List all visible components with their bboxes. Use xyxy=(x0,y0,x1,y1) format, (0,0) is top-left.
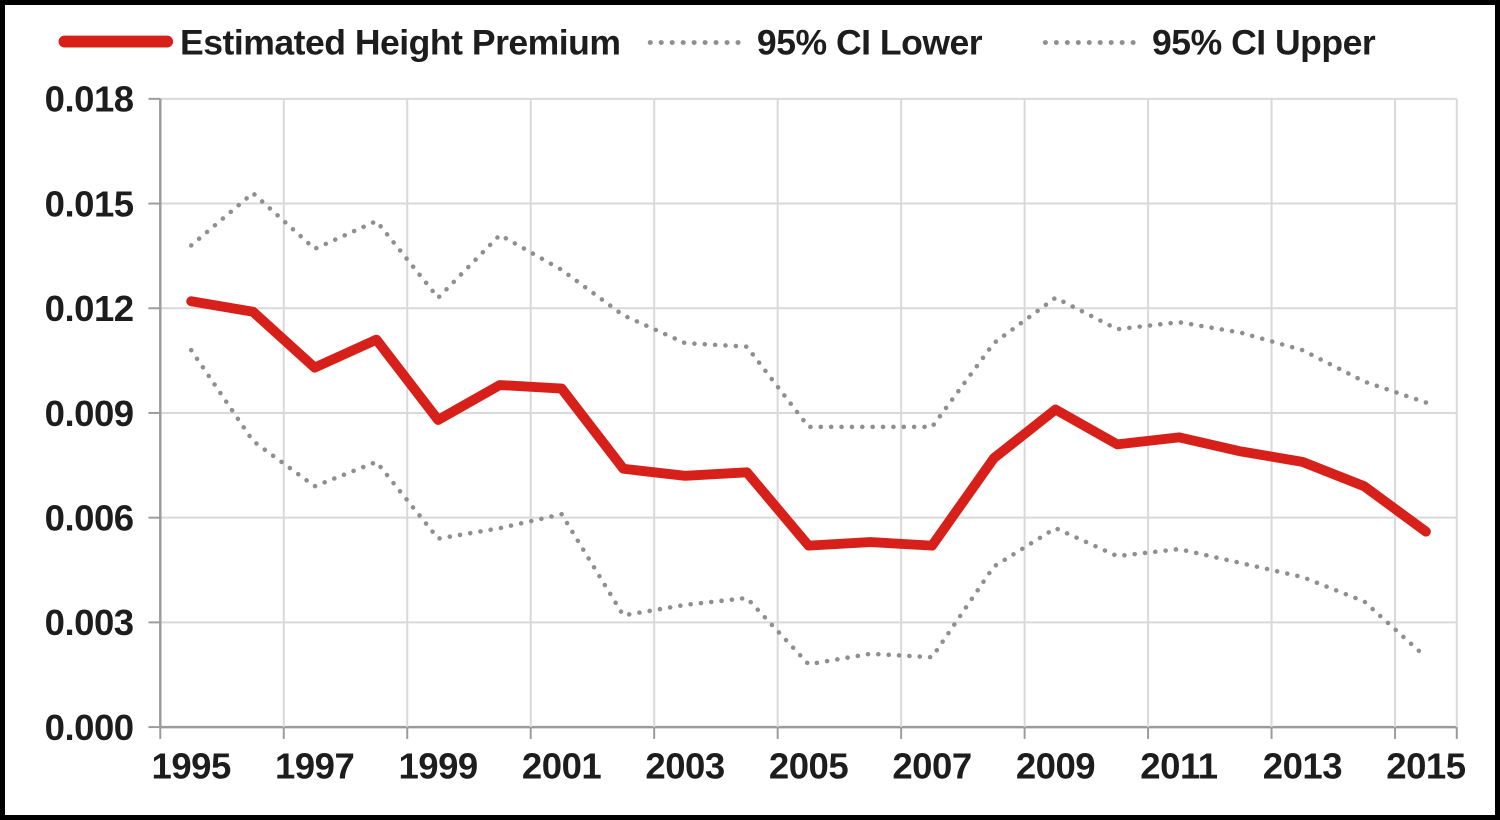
y-tick-label: 0.000 xyxy=(45,707,134,748)
grid-layer xyxy=(148,97,1458,739)
x-tick-label: 2013 xyxy=(1263,745,1342,786)
legend-label-estimated-height-premium: Estimated Height Premium xyxy=(180,22,620,62)
x-tick-label: 2015 xyxy=(1386,745,1465,786)
y-tick-label: 0.015 xyxy=(45,183,134,224)
series-95-ci-upper xyxy=(188,190,1429,430)
legend-label-ci-upper: 95% CI Upper xyxy=(1152,22,1376,62)
y-tick-label: 0.012 xyxy=(45,288,134,329)
series-95-ci-lower xyxy=(188,347,1429,667)
series-estimated-height-premium xyxy=(186,296,1431,551)
x-tick-label: 1999 xyxy=(398,745,477,786)
y-tick-label: 0.003 xyxy=(45,602,134,643)
x-tick-label: 1997 xyxy=(275,745,354,786)
x-tick-label: 2003 xyxy=(645,745,724,786)
x-tick-label: 2009 xyxy=(1016,745,1095,786)
height-premium-chart: 0.000 0.003 0.006 0.009 0.012 0.015 0.018 1995 1… xyxy=(45,22,1467,787)
legend-label-ci-lower: 95% CI Lower xyxy=(757,22,983,62)
x-tick-label: 2007 xyxy=(892,745,971,786)
y-tick-label: 0.009 xyxy=(45,393,134,434)
y-tick-label: 0.018 xyxy=(45,79,134,120)
x-tick-label: 2005 xyxy=(769,745,848,786)
series-layer xyxy=(186,190,1431,667)
x-tick-label: 2001 xyxy=(522,745,601,786)
tick-label-layer: 0.000 0.003 0.006 0.009 0.012 0.015 0.018 1995 1… xyxy=(45,79,1467,787)
y-tick-label: 0.006 xyxy=(45,498,134,539)
x-tick-label: 1995 xyxy=(152,745,231,786)
x-tick-label: 2011 xyxy=(1140,745,1217,786)
legend: Estimated Height Premium 95% CI Lower 95… xyxy=(58,22,1376,62)
